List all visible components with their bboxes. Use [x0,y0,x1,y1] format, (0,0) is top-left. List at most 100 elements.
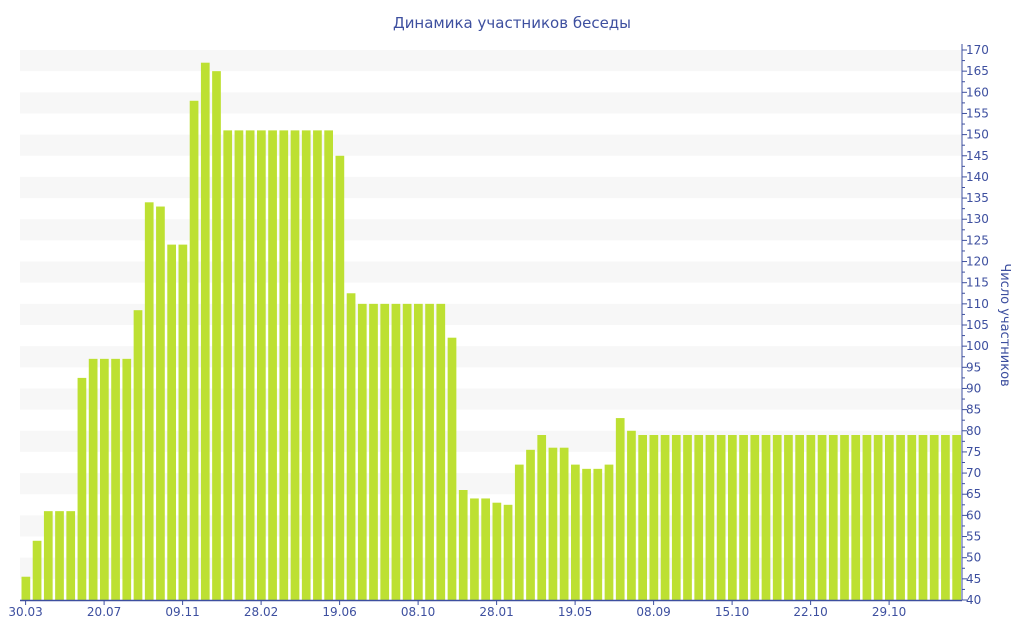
grid-band [20,303,962,325]
bar [660,435,670,600]
y-tick-label: 115 [966,276,989,290]
bar [245,130,255,600]
bar [671,435,681,600]
grid-band [20,430,962,452]
grid-band [20,261,962,283]
bar [761,435,771,600]
y-tick-label: 45 [966,572,981,586]
bar [952,435,961,600]
bar [537,435,547,600]
bar [728,435,737,600]
bar [122,358,132,600]
bar [77,377,87,600]
bar [503,504,513,600]
grid-band [20,219,962,241]
bar [649,435,659,600]
bar [313,130,322,600]
y-tick-label: 110 [966,297,989,311]
bar [414,303,423,600]
y-tick-label: 105 [966,318,989,332]
bar [571,464,580,600]
y-axis-label: Число участников [997,263,1012,386]
bar [88,358,98,600]
x-tick-label: 20.07 [87,605,121,619]
bar [189,100,199,601]
bar [346,293,356,600]
bar [873,435,883,600]
bar [212,71,221,600]
bar [55,511,64,600]
bar [43,511,53,600]
x-tick-label: 09.11 [165,605,199,619]
bar [380,303,390,600]
x-tick-label: 28.02 [244,605,278,619]
grid-band [20,50,962,72]
y-tick-label: 170 [966,43,989,57]
bar [683,435,692,600]
bar [918,435,928,600]
x-tick-label: 08.09 [636,605,670,619]
bar [369,303,378,600]
bar [739,435,748,600]
x-tick-label: 28.01 [479,605,513,619]
bar [436,303,446,600]
y-tick-label: 85 [966,403,981,417]
y-tick-label: 50 [966,551,981,565]
y-tick-label: 75 [966,445,981,459]
x-tick-label: 22.10 [793,605,827,619]
y-tick-label: 140 [966,170,989,184]
bar [548,447,558,600]
bar [167,244,176,600]
bar [795,435,804,600]
bar [514,464,524,600]
bar [111,358,120,600]
bar [896,435,905,600]
bar [705,435,715,600]
grid-band [20,176,962,199]
bar [156,206,165,601]
bar [481,498,490,600]
grid-band [20,473,962,495]
bar [627,430,636,600]
bar [425,303,434,600]
y-tick-label: 65 [966,487,981,501]
bar [840,435,849,600]
bar [144,202,154,601]
y-tick-label: 90 [966,381,981,395]
bar [582,468,591,600]
y-tick-label: 165 [966,64,989,78]
y-tick-label: 55 [966,530,981,544]
bar [178,244,188,600]
bar [772,435,782,600]
bar [604,464,614,600]
y-tick-label: 135 [966,191,989,205]
y-tick-label: 95 [966,360,981,374]
y-tick-label: 145 [966,149,989,163]
x-axis: 30.03 20.07 09.11 28.02 19.06 08.10 28.01 19.05… [8,599,962,619]
bars [21,62,961,601]
grid-band [20,92,962,114]
bar [694,435,704,600]
bar [458,490,468,600]
bar [257,130,266,600]
bar [526,449,535,600]
bar [559,447,569,600]
x-tick-label: 08.10 [401,605,435,619]
bar [907,435,917,600]
grid-band [20,388,962,410]
y-tick-label: 155 [966,106,989,120]
bar [750,435,760,600]
y-tick-label: 130 [966,212,989,226]
bar [862,435,872,600]
x-tick-label: 19.06 [322,605,356,619]
bar [470,498,479,600]
y-tick-label: 150 [966,128,989,142]
x-tick-label: 30.03 [8,605,42,619]
y-tick-label: 100 [966,339,989,353]
bar [223,130,233,600]
y-tick-label: 120 [966,255,989,269]
x-tick-label: 19.05 [558,605,592,619]
bar [402,303,412,600]
bar [817,435,827,600]
